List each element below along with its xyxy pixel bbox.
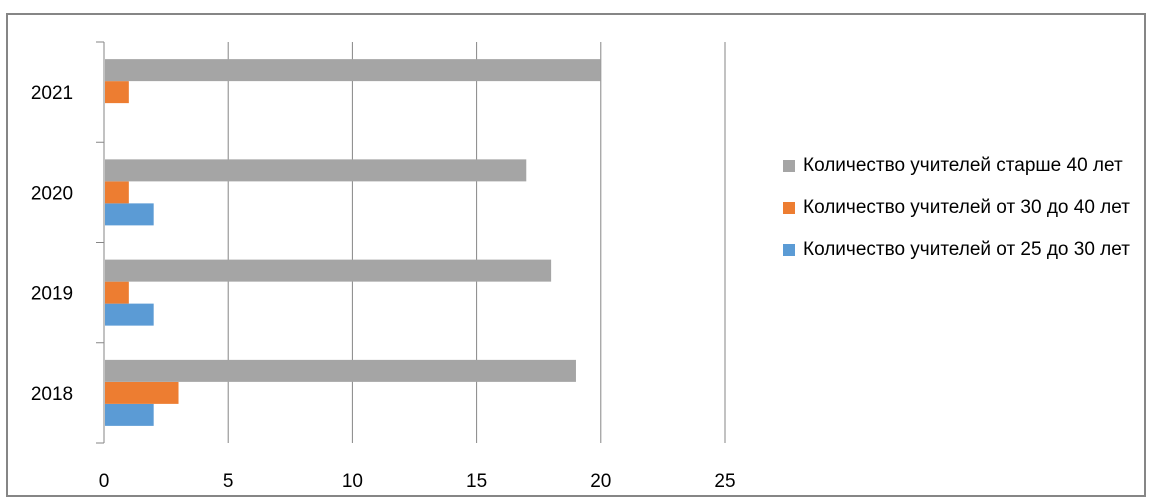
legend-item-older-40: Количество учителей старше 40 лет [779, 150, 1151, 182]
x-tick-label-5: 5 [223, 471, 234, 492]
chart-frame [6, 13, 1146, 497]
legend-label-30-40: Количество учителей от 30 до 40 лет [803, 197, 1130, 218]
x-tick-label-20: 20 [590, 471, 611, 492]
legend-label-25-30: Количество учителей от 25 до 30 лет [803, 239, 1130, 260]
x-tick-label-25: 25 [714, 471, 735, 492]
bar-2020-series-2 [105, 159, 527, 182]
legend-swatch-30-40 [783, 202, 795, 214]
bar-2019-series-1 [105, 281, 129, 304]
bar-2020-series-0 [105, 203, 154, 226]
bar-2018-series-0 [105, 403, 154, 426]
bar-2019-series-2 [105, 259, 552, 282]
y-tick-label-2021: 2021 [31, 83, 73, 104]
legend: Количество учителей старше 40 лет Количе… [779, 150, 1151, 276]
legend-label-older-40: Количество учителей старше 40 лет [803, 155, 1123, 176]
bar-2020-series-1 [105, 181, 129, 204]
y-tick-label-2019: 2019 [31, 284, 73, 305]
bar-2018-series-1 [105, 381, 179, 404]
legend-item-25-30: Количество учителей от 25 до 30 лет [779, 234, 1151, 266]
bar-2021-series-2 [105, 59, 601, 82]
bar-2018-series-2 [105, 359, 576, 382]
x-tick-label-10: 10 [342, 471, 363, 492]
y-tick-label-2018: 2018 [31, 384, 73, 405]
x-tick-label-0: 0 [99, 471, 110, 492]
legend-swatch-25-30 [783, 244, 795, 256]
bar-2019-series-0 [105, 303, 154, 326]
bar-2021-series-1 [105, 81, 129, 104]
x-tick-label-15: 15 [466, 471, 487, 492]
legend-swatch-older-40 [783, 160, 795, 172]
y-tick-label-2020: 2020 [31, 183, 73, 204]
legend-item-30-40: Количество учителей от 30 до 40 лет [779, 192, 1151, 224]
